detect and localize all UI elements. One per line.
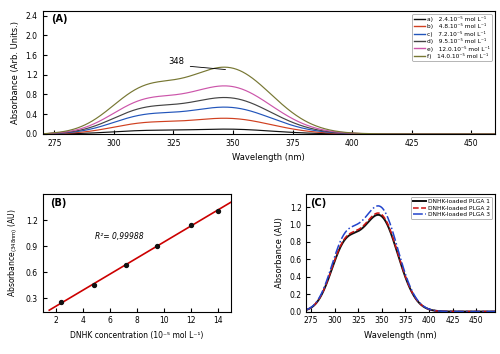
DNHK-loaded PLGA 2 <box>430 308 436 312</box>
DNHK-loaded PLGA 1 <box>375 213 381 217</box>
DNHK-loaded PLGA 3 <box>415 298 421 303</box>
Line: DNHK-loaded PLGA 2: DNHK-loaded PLGA 2 <box>306 213 495 312</box>
DNHK-loaded PLGA 1 <box>492 309 498 314</box>
DNHK-loaded PLGA 3 <box>389 227 395 232</box>
Line: DNHK-loaded PLGA 3: DNHK-loaded PLGA 3 <box>306 206 495 312</box>
DNHK-loaded PLGA 2 <box>304 308 310 312</box>
Point <box>186 223 194 228</box>
DNHK-loaded PLGA 3 <box>375 204 381 208</box>
Y-axis label: Absorbance (AU): Absorbance (AU) <box>275 217 284 288</box>
Point <box>122 262 130 268</box>
Text: R²= 0,99988: R²= 0,99988 <box>96 232 144 241</box>
Legend: DNHK-loaded PLGA 1, DNHK-loaded PLGA 2, DNHK-loaded PLGA 3: DNHK-loaded PLGA 1, DNHK-loaded PLGA 2, … <box>411 197 492 219</box>
DNHK-loaded PLGA 3 <box>492 309 498 314</box>
Y-axis label: Absorbance$_\mathregular{(348nm)}$ (AU): Absorbance$_\mathregular{(348nm)}$ (AU) <box>6 209 20 297</box>
Point <box>214 208 222 213</box>
DNHK-loaded PLGA 1 <box>337 246 343 251</box>
X-axis label: DNHK concentration (10⁻⁵ mol L⁻¹): DNHK concentration (10⁻⁵ mol L⁻¹) <box>70 331 203 340</box>
Point <box>153 243 161 249</box>
Point <box>58 299 66 305</box>
DNHK-loaded PLGA 2 <box>352 229 358 233</box>
DNHK-loaded PLGA 1 <box>352 230 358 235</box>
DNHK-loaded PLGA 1 <box>446 309 452 314</box>
DNHK-loaded PLGA 2 <box>415 299 421 303</box>
DNHK-loaded PLGA 1 <box>415 299 421 304</box>
Y-axis label: Absorbance (Arb. Units.): Absorbance (Arb. Units.) <box>11 21 20 124</box>
DNHK-loaded PLGA 1 <box>430 308 436 312</box>
DNHK-loaded PLGA 3 <box>352 223 358 227</box>
Text: 348: 348 <box>168 57 226 69</box>
DNHK-loaded PLGA 2 <box>389 233 395 237</box>
X-axis label: Wavelength (nm): Wavelength (nm) <box>232 153 305 162</box>
Text: (B): (B) <box>50 198 66 207</box>
DNHK-loaded PLGA 1 <box>389 234 395 239</box>
Text: (A): (A) <box>52 14 68 24</box>
DNHK-loaded PLGA 3 <box>304 308 310 312</box>
Point <box>90 282 98 287</box>
DNHK-loaded PLGA 3 <box>446 309 452 314</box>
Text: (C): (C) <box>310 198 326 207</box>
DNHK-loaded PLGA 2 <box>446 309 452 314</box>
Legend: a)   2.4.10⁻⁵ mol L⁻¹, b)   4.8.10⁻⁵ mol L⁻¹, c)   7.2.10⁻⁵ mol L⁻¹, d)   9.5.10: a) 2.4.10⁻⁵ mol L⁻¹, b) 4.8.10⁻⁵ mol L⁻¹… <box>412 14 492 61</box>
DNHK-loaded PLGA 1 <box>304 308 310 312</box>
DNHK-loaded PLGA 2 <box>375 211 381 215</box>
X-axis label: Wavelength (nm): Wavelength (nm) <box>364 331 437 340</box>
DNHK-loaded PLGA 2 <box>337 245 343 249</box>
DNHK-loaded PLGA 3 <box>430 308 436 312</box>
Line: DNHK-loaded PLGA 1: DNHK-loaded PLGA 1 <box>306 215 495 312</box>
DNHK-loaded PLGA 3 <box>337 240 343 245</box>
DNHK-loaded PLGA 2 <box>492 309 498 314</box>
